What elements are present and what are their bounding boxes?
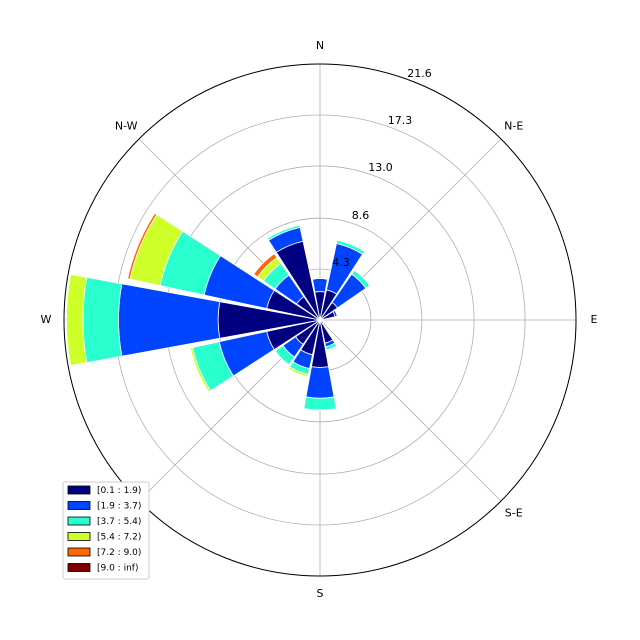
legend-swatch bbox=[67, 563, 91, 572]
legend-swatch bbox=[67, 547, 91, 557]
wedge bbox=[288, 368, 308, 378]
legend-swatch bbox=[67, 532, 91, 541]
outer-circle bbox=[63, 63, 577, 577]
radial-tick-label: 4.3 bbox=[332, 256, 350, 269]
wedge bbox=[334, 310, 338, 317]
direction-label: W bbox=[41, 313, 52, 326]
direction-label: S bbox=[317, 587, 324, 600]
wedge bbox=[303, 396, 337, 411]
wedge bbox=[312, 278, 328, 293]
legend-text: [1.9 : 3.7) bbox=[97, 502, 141, 512]
radial-tick-label: 17.3 bbox=[388, 114, 413, 127]
grid-spoke bbox=[319, 319, 502, 502]
wedge bbox=[267, 224, 300, 239]
legend-text: [3.7 : 5.4) bbox=[97, 517, 141, 527]
legend-text: [7.2 : 9.0) bbox=[97, 548, 141, 558]
direction-label: N bbox=[316, 39, 324, 52]
legend: [0.1 : 1.9) [1.9 : 3.7) [3.7 : 5.4) [5.4 : … bbox=[62, 481, 150, 580]
wedge bbox=[326, 345, 337, 351]
radial-tick-label: 21.6 bbox=[407, 67, 432, 80]
wedge bbox=[127, 213, 156, 279]
legend-swatch bbox=[67, 516, 91, 526]
wedge bbox=[82, 276, 123, 364]
direction-label: E bbox=[591, 313, 598, 326]
direction-label: N-E bbox=[504, 119, 523, 132]
wedge bbox=[305, 366, 335, 399]
direction-label: N-W bbox=[115, 119, 138, 132]
wedge bbox=[66, 274, 71, 366]
legend-swatch bbox=[67, 485, 91, 495]
legend-text: [5.4 : 7.2) bbox=[97, 533, 141, 543]
legend-text: [9.0 : inf) bbox=[97, 564, 138, 574]
radial-tick-label: 13.0 bbox=[368, 161, 393, 174]
direction-label: S-E bbox=[505, 507, 523, 520]
legend-swatch bbox=[67, 501, 91, 510]
legend-text: [0.1 : 1.9) bbox=[97, 486, 141, 496]
radial-tick-label: 8.6 bbox=[352, 209, 370, 222]
